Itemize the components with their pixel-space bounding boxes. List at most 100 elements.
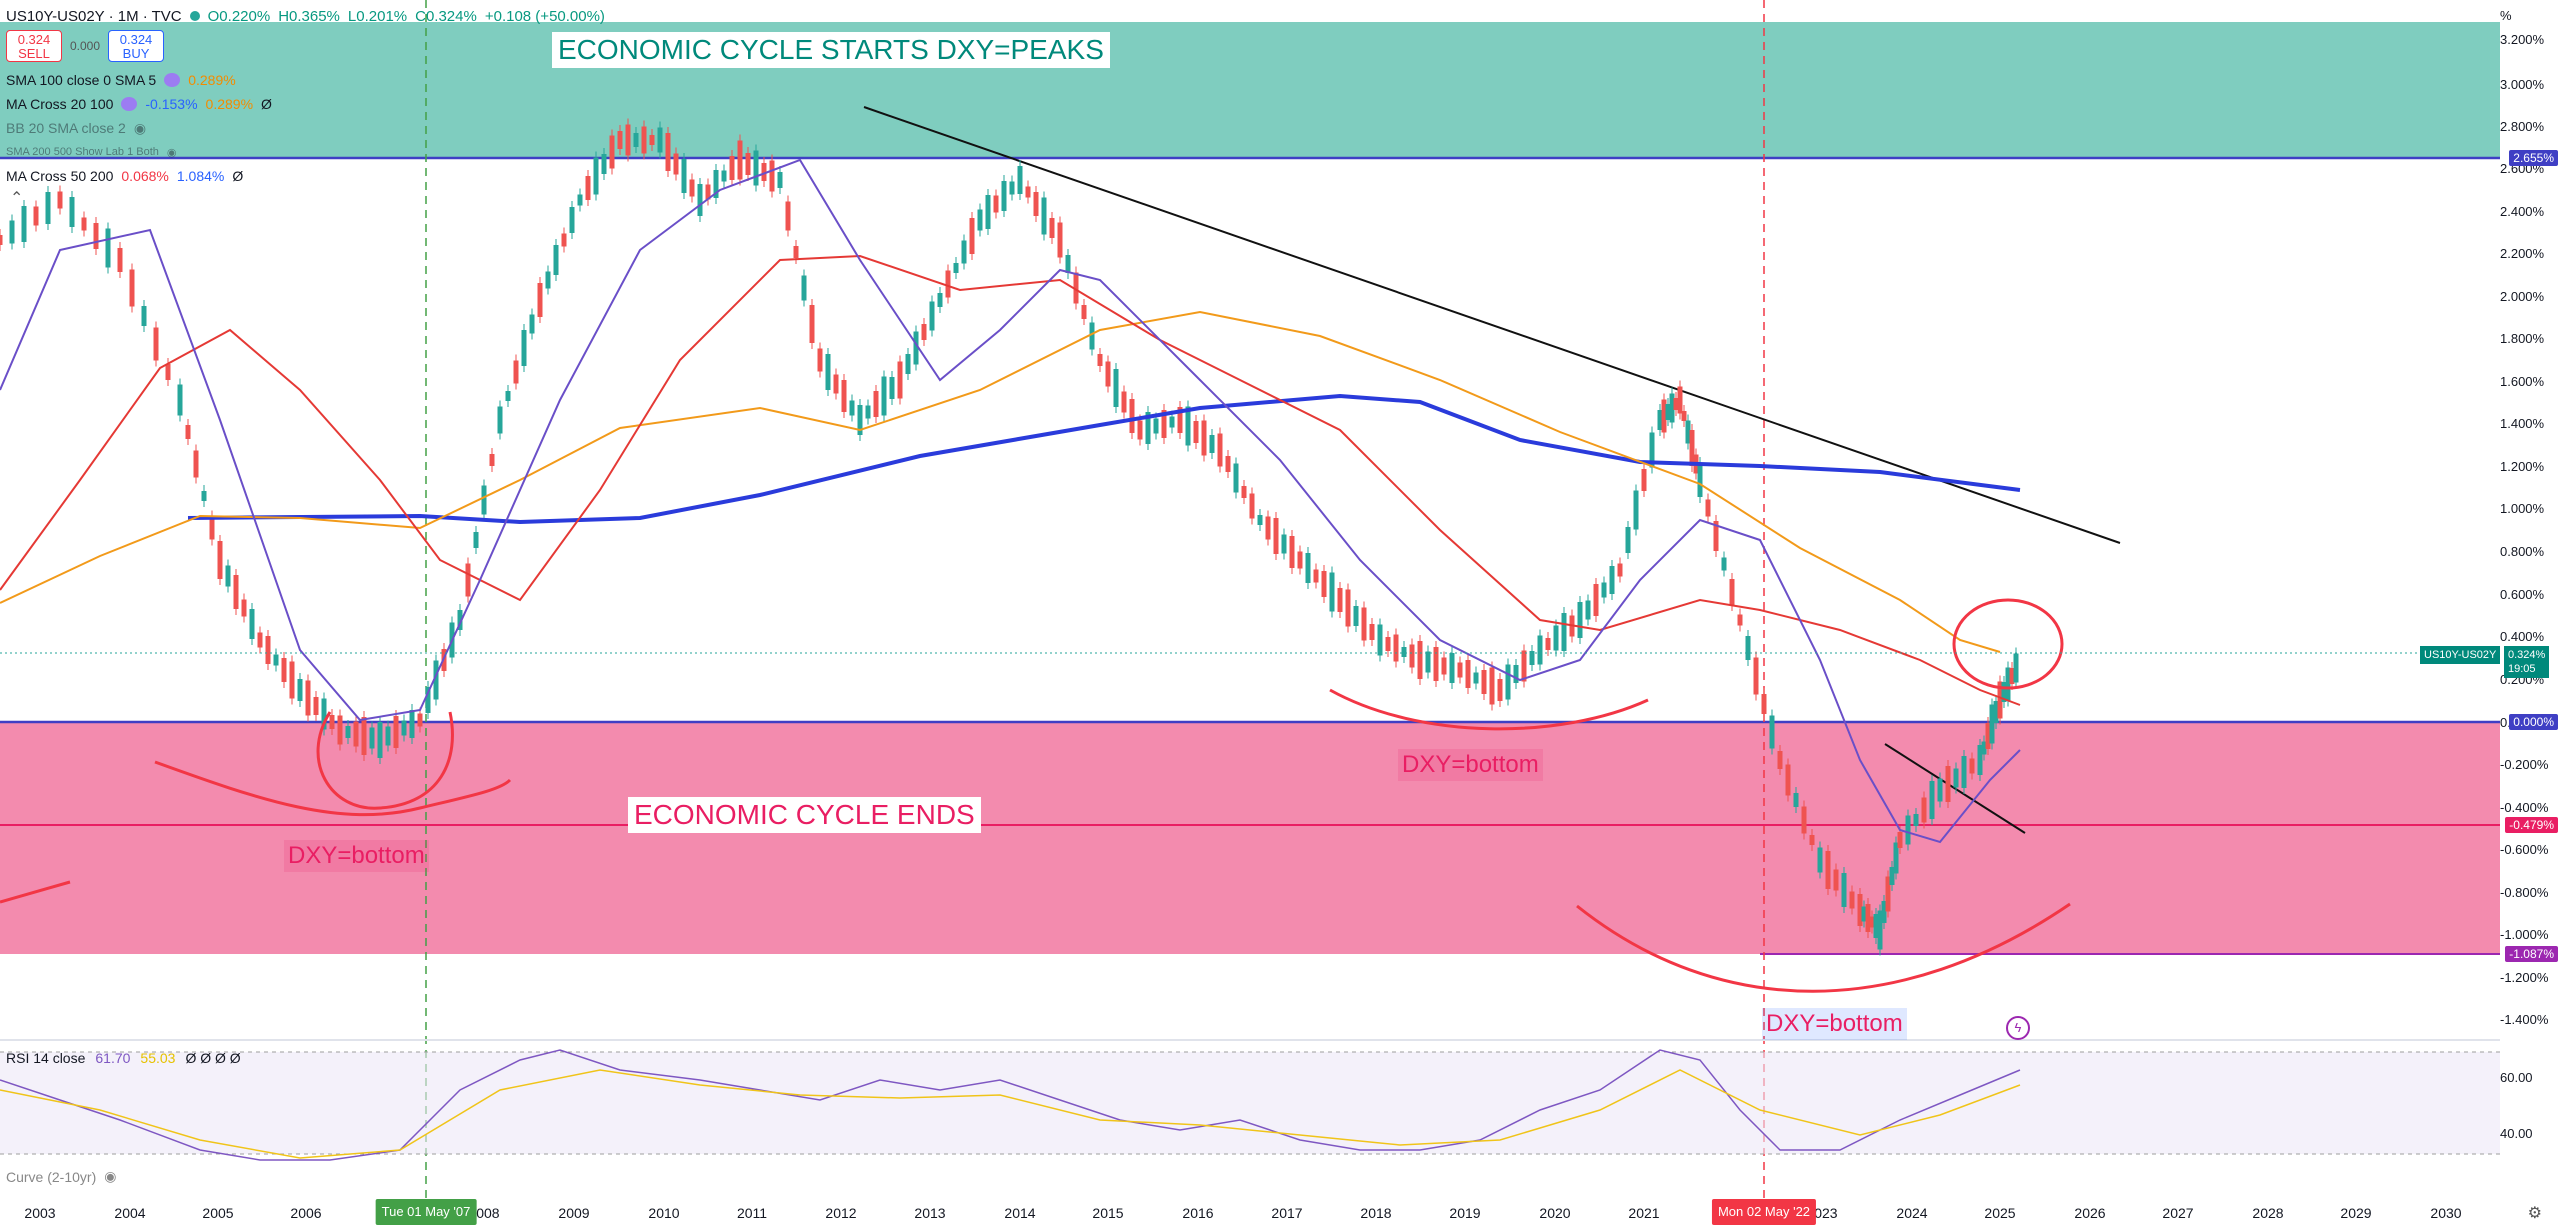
indicator-sma100[interactable]: SMA 100 close 0 SMA 5 0.289% [6,70,236,90]
indicator-label: MA Cross 20 100 [6,96,114,112]
rsi-tick-60: 60.00 [2500,1070,2533,1085]
rsi-legend[interactable]: RSI 14 close 61.70 55.03 Ø Ø Ø Ø [6,1050,241,1066]
y-tick: -0.200% [2500,757,2549,772]
drawn-curve-2006 [154,760,512,817]
ma-blue-200 [187,393,2021,525]
y-tick: 2.800% [2500,119,2545,134]
eye-icon[interactable] [164,73,181,87]
x-tick: 2012 [825,1205,857,1221]
rsi-value: 61.70 [95,1050,131,1066]
indicator-value: 0.289% [188,72,236,88]
drawn-curve-2019 [1329,688,1649,731]
ohlc-high: H0.365% [278,7,340,25]
pink-zone [0,722,2500,954]
indicator-ma-cross-20-100[interactable]: MA Cross 20 100 -0.153% 0.289% Ø [6,94,272,114]
spread-value: 0.000 [70,39,101,53]
y-tick: 1.400% [2500,416,2545,431]
y-tick: 0.600% [2500,587,2545,602]
rsi-band [0,1052,2500,1154]
lightning-icon[interactable]: ϟ [2006,1016,2030,1040]
y-tick: 2.400% [2500,204,2545,219]
rsi-ma [0,1069,2021,1159]
y-tick: -0.600% [2500,842,2549,857]
symbol-title[interactable]: US10Y-US02Y · 1M · TVC [6,7,182,25]
price-tag-value: 0.324% [2508,649,2546,661]
x-tick: 2003 [24,1205,56,1221]
teal-zone [0,22,2500,158]
annotation-dxy-bottom-1[interactable]: DXY=bottom [284,840,429,872]
rsi-line [0,1049,2021,1161]
eye-icon[interactable]: ◉ [133,119,147,136]
indicator-label: SMA 100 close 0 SMA 5 [6,72,157,88]
x-tick: 2011 [736,1205,768,1221]
price-tag-symbol: US10Y-US02Y [2424,649,2497,661]
curve-legend[interactable]: Curve (2-10yr) ◉ [6,1168,116,1185]
indicator-sma200-500[interactable]: SMA 200 500 Show Lab 1 Both ◉ [6,142,177,162]
sell-price: 0.324 [17,32,51,47]
y-tick: 2.000% [2500,289,2545,304]
x-tick: 2030 [2430,1205,2462,1221]
drawn-circle-2025 [1952,598,2064,690]
x-tick: 2026 [2074,1205,2106,1221]
y-tick: -1.200% [2500,970,2549,985]
x-tick: 2009 [558,1205,590,1221]
trendline-down [863,106,2121,544]
indicator-label: BB 20 SMA close 2 [6,120,126,136]
annotation-dxy-bottom-3[interactable]: DXY=bottom [1762,1008,1907,1040]
chevron-up-icon[interactable]: ⌃ [10,190,24,207]
buy-button[interactable]: 0.324 BUY [108,30,165,62]
ma-purple [0,158,2021,844]
x-tick: 2027 [2162,1205,2194,1221]
x-tick: 2024 [1896,1205,1928,1221]
price-tag-timer: 19:05 [2508,663,2536,675]
ma-red [0,254,2021,706]
annotation-cycle-starts[interactable]: ECONOMIC CYCLE STARTS DXY=PEAKS [552,32,1110,68]
market-status-icon [189,11,200,21]
annotation-dxy-bottom-2[interactable]: DXY=bottom [1398,749,1543,781]
x-tick: 2010 [648,1205,680,1221]
x-tick: 2020 [1539,1205,1571,1221]
y-tick: 2.200% [2500,246,2545,261]
tag-2655: 2.655% [2509,150,2558,166]
gear-icon[interactable]: ⚙ [2527,1205,2542,1222]
x-tick: 2004 [114,1205,146,1221]
indicator-bb[interactable]: BB 20 SMA close 2 ◉ [6,118,146,138]
rsi-tick-40: 40.00 [2500,1126,2533,1141]
ohlc-change: +0.108 (+50.00%) [484,7,605,25]
trade-box: 0.324 SELL 0.000 0.324 BUY [6,30,165,62]
xtag-2022: Mon 02 May '22 [1711,1199,1817,1225]
tag-0: 0.000% [2509,714,2558,730]
curve-label: Curve (2-10yr) [6,1168,97,1185]
ohlc-legend: US10Y-US02Y · 1M · TVC O0.220% H0.365% L… [6,4,605,28]
y-tick: 3.000% [2500,77,2545,92]
eye-icon[interactable]: ◉ [166,146,177,159]
indicator-value: Ø [261,96,272,112]
indicator-ma-cross-50-200[interactable]: MA Cross 50 200 0.068% 1.084% Ø [6,166,243,186]
x-tick: 2006 [290,1205,322,1221]
indicator-label: SMA 200 500 Show Lab 1 Both [6,146,159,158]
rsi-ma-value: 55.03 [140,1050,176,1066]
x-tick: 2005 [202,1205,234,1221]
buy-price: 0.324 [119,32,153,47]
sell-button[interactable]: 0.324 SELL [6,30,62,62]
price-tag: US10Y-US02Y [2420,646,2501,664]
drawn-curve-2023 [1576,902,2071,993]
y-tick: 1.000% [2500,501,2545,516]
y-tick: 1.800% [2500,331,2545,346]
ohlc-low: L0.201% [347,7,408,25]
tag-0479: -0.479% [2505,817,2558,833]
trendline-short [1884,743,2026,834]
ma-orange [0,310,2001,653]
annotation-cycle-ends[interactable]: ECONOMIC CYCLE ENDS [628,797,981,833]
x-tick: 2016 [1182,1205,1214,1221]
y-tick: 0.400% [2500,629,2545,644]
ohlc-open: O0.220% [207,7,271,25]
eye-icon[interactable] [121,97,138,111]
indicator-value: Ø [232,168,244,184]
x-tick: 2029 [2340,1205,2372,1221]
indicator-value: 0.068% [121,168,169,184]
drawn-circle-2006 [316,711,454,810]
drawn-curve-left [0,880,71,904]
eye-icon[interactable]: ◉ [104,1168,117,1184]
